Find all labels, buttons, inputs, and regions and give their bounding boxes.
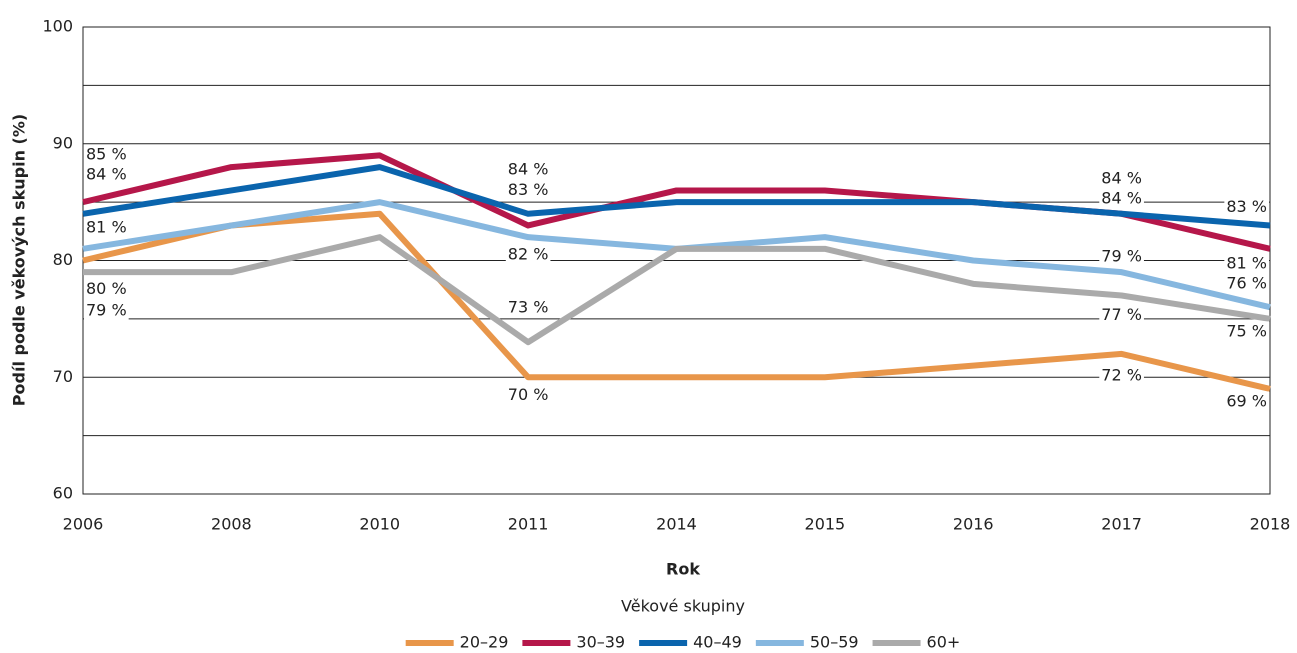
series-line <box>82 164 1271 229</box>
data-label: 80 % <box>86 279 127 298</box>
data-label: 84 % <box>86 164 127 183</box>
data-label: 73 % <box>508 298 549 317</box>
y-tick-label: 70 <box>53 367 73 386</box>
data-label: 79 % <box>86 301 127 320</box>
data-label-bg <box>1099 168 1144 188</box>
x-tick-label: 2017 <box>1101 515 1142 534</box>
legend-swatch <box>405 640 454 646</box>
series-line <box>82 210 1271 392</box>
data-label-group: 80 % <box>84 279 129 298</box>
legend-label: 60+ <box>927 633 961 652</box>
data-label-group: 82 % <box>505 244 551 264</box>
data-label-bg <box>1099 246 1144 266</box>
legend-label: 30–39 <box>576 633 625 652</box>
data-label-bg <box>505 297 551 317</box>
y-tick-label: 60 <box>53 484 73 503</box>
series-line <box>83 234 1271 346</box>
data-label: 72 % <box>1101 365 1142 384</box>
data-label: 79 % <box>1101 247 1142 266</box>
data-label: 83 % <box>508 180 549 199</box>
x-tick-label: 2018 <box>1250 515 1291 534</box>
data-label-group: 69 % <box>1224 391 1269 411</box>
data-label-group: 83 % <box>505 179 551 199</box>
data-label-bg <box>84 217 129 237</box>
x-tick-label: 2010 <box>359 515 400 534</box>
x-tick-label: 2015 <box>805 515 846 534</box>
legend-swatch <box>755 640 804 646</box>
data-label-bg <box>1224 273 1269 293</box>
legend-swatch <box>522 640 571 646</box>
data-label-group: 79 % <box>1099 246 1144 266</box>
y-tick-label: 90 <box>53 133 73 152</box>
data-label: 84 % <box>1101 168 1142 187</box>
data-label-group: 81 % <box>84 217 129 237</box>
legend-label: 50–59 <box>810 633 859 652</box>
data-label: 70 % <box>508 385 549 404</box>
data-label-bg <box>505 159 551 179</box>
data-label-group: 76 % <box>1224 273 1269 293</box>
data-label-group: 81 % <box>1224 253 1269 273</box>
y-axis-label: Podíl podle věkových skupin (%) <box>10 114 29 406</box>
x-tick-label: 2008 <box>211 515 252 534</box>
data-label: 84 % <box>508 159 549 178</box>
data-label-group: 75 % <box>1224 321 1269 341</box>
data-label-group: 84 % <box>1099 188 1144 208</box>
legend-title: Věkové skupiny <box>621 597 745 616</box>
data-label: 84 % <box>1101 188 1142 207</box>
data-label-bg <box>84 164 129 184</box>
data-label: 81 % <box>1226 253 1267 272</box>
data-label-group: 84 % <box>505 159 551 179</box>
y-tick-label: 80 <box>53 250 73 269</box>
data-label-group: 84 % <box>84 164 129 184</box>
data-label-bg <box>1099 305 1144 325</box>
data-label-group: 79 % <box>84 300 129 320</box>
legend-item: 30–39 <box>522 633 625 652</box>
legend-item: 40–49 <box>639 633 742 652</box>
legend-swatch <box>872 640 921 646</box>
data-label-group: 77 % <box>1099 305 1144 325</box>
legend-label: 20–29 <box>460 633 509 652</box>
data-label-bg <box>1224 196 1269 216</box>
data-label-bg <box>1224 253 1269 273</box>
data-label-group: 83 % <box>1224 196 1269 216</box>
y-tick-label: 100 <box>42 17 73 36</box>
data-label: 75 % <box>1226 321 1267 340</box>
data-label: 81 % <box>86 217 127 236</box>
data-label: 69 % <box>1226 391 1267 410</box>
data-label-bg <box>84 144 129 164</box>
data-label-group: 70 % <box>505 384 551 404</box>
data-label-bg <box>1099 365 1144 385</box>
x-tick-label: 2016 <box>953 515 994 534</box>
legend-swatch <box>639 640 688 646</box>
data-label: 77 % <box>1101 305 1142 324</box>
legend-item: 50–59 <box>755 633 859 652</box>
data-label-bg <box>1224 321 1269 341</box>
data-label-bg <box>84 279 129 298</box>
data-label-bg <box>1099 188 1144 208</box>
data-label-group: 84 % <box>1099 168 1144 188</box>
x-tick-label: 2011 <box>508 515 549 534</box>
data-label-group: 85 % <box>84 144 129 164</box>
x-tick-label: 2006 <box>63 515 104 534</box>
data-label-bg <box>84 300 129 320</box>
legend-item: 20–29 <box>405 633 509 652</box>
data-label-group: 72 % <box>1099 365 1144 385</box>
data-label: 83 % <box>1226 197 1267 216</box>
data-label: 76 % <box>1226 274 1267 293</box>
legend-label: 40–49 <box>693 633 742 652</box>
data-label-bg <box>1224 391 1269 411</box>
data-label-group: 73 % <box>505 297 551 317</box>
data-label: 85 % <box>86 145 127 164</box>
x-tick-label: 2014 <box>656 515 697 534</box>
x-axis-label: Rok <box>666 560 700 579</box>
data-label-bg <box>505 244 551 264</box>
legend-item: 60+ <box>872 633 961 652</box>
data-label-bg <box>505 179 551 199</box>
data-label-bg <box>505 384 551 404</box>
data-label: 82 % <box>508 245 549 264</box>
